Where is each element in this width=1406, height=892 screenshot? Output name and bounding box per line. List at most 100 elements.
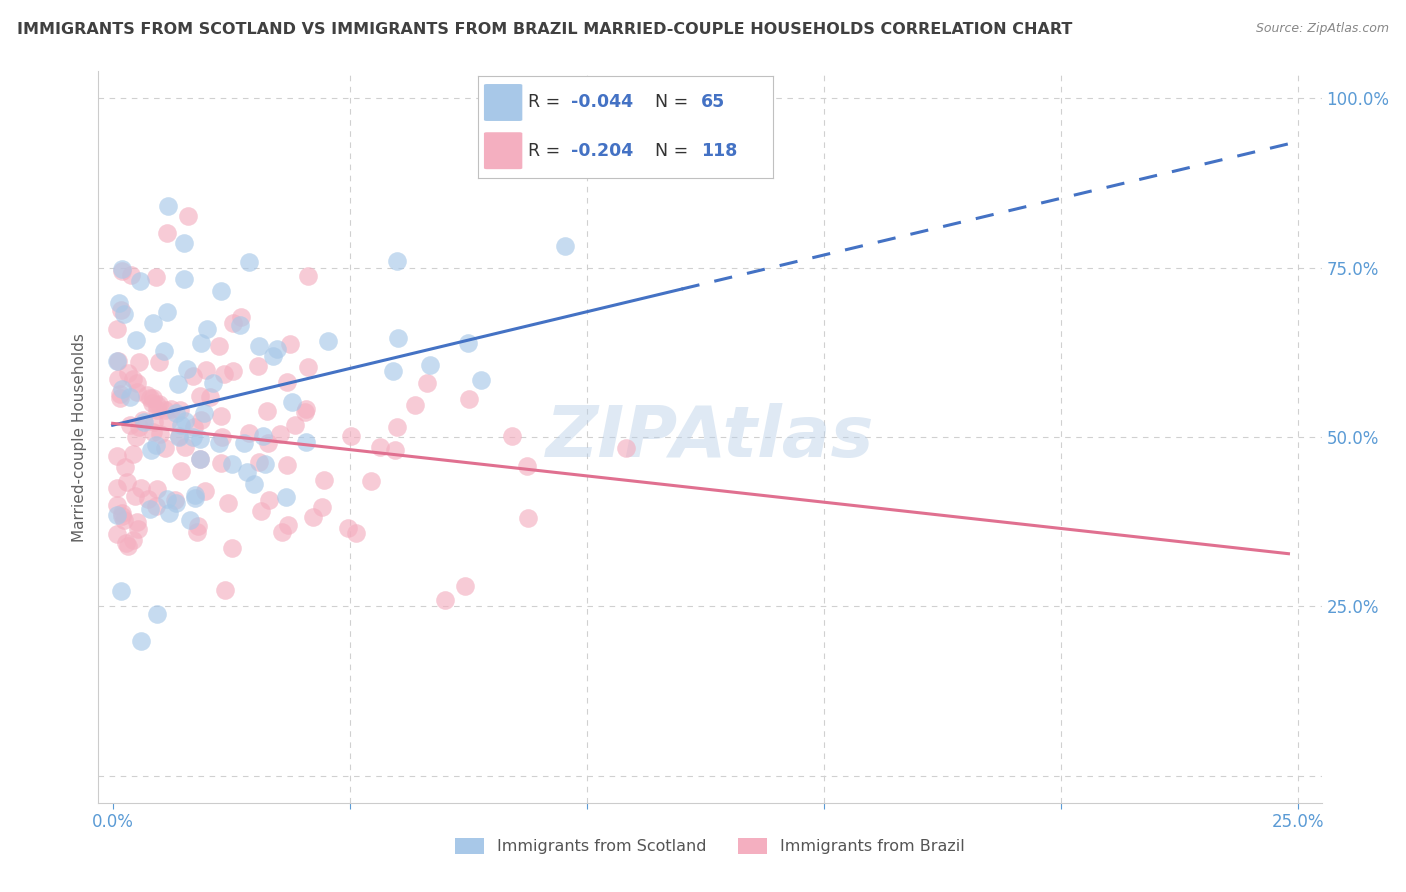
Point	[200, 390, 222, 404]
Point	[294, 405, 316, 419]
Point	[314, 474, 336, 488]
Point	[271, 524, 294, 539]
Point	[340, 429, 363, 443]
Point	[167, 430, 190, 444]
Point	[124, 489, 146, 503]
Point	[156, 491, 179, 506]
Point	[262, 349, 284, 363]
Point	[247, 339, 270, 353]
Point	[128, 354, 150, 368]
Point	[297, 359, 319, 374]
Point	[105, 322, 128, 336]
Point	[160, 402, 183, 417]
Point	[108, 391, 131, 405]
Point	[128, 274, 150, 288]
Point	[146, 403, 169, 417]
Point	[177, 209, 200, 223]
Point	[221, 541, 243, 556]
Text: R =: R =	[529, 94, 567, 112]
Point	[276, 375, 298, 389]
Point	[179, 513, 201, 527]
Point	[243, 477, 266, 491]
Point	[212, 368, 235, 382]
Point	[231, 310, 253, 324]
Point	[132, 413, 155, 427]
Point	[297, 269, 319, 284]
Point	[238, 426, 260, 441]
Point	[105, 354, 128, 368]
Point	[209, 409, 232, 424]
Point	[111, 506, 134, 520]
Point	[256, 436, 278, 450]
Point	[190, 413, 212, 427]
Point	[128, 522, 150, 536]
Point	[146, 398, 169, 412]
Point	[142, 316, 165, 330]
Point	[142, 425, 165, 440]
Point	[105, 499, 128, 513]
Point	[211, 430, 233, 444]
Point	[121, 533, 143, 547]
Point	[107, 354, 129, 368]
Point	[125, 515, 148, 529]
Point	[385, 419, 408, 434]
Point	[344, 525, 367, 540]
Point	[516, 511, 538, 525]
Point	[416, 376, 439, 390]
Text: R =: R =	[529, 142, 567, 160]
Point	[173, 235, 195, 250]
Point	[294, 402, 316, 417]
Point	[156, 305, 179, 319]
Point	[136, 491, 159, 506]
Point	[125, 334, 148, 348]
Point	[195, 363, 218, 377]
Point	[142, 415, 165, 429]
Point	[111, 263, 134, 277]
Point	[360, 475, 382, 489]
Point	[368, 440, 391, 454]
Point	[110, 387, 132, 401]
Point	[404, 398, 426, 412]
Point	[111, 509, 134, 524]
Point	[184, 488, 207, 502]
Point	[105, 481, 128, 495]
Point	[277, 518, 299, 533]
Point	[228, 318, 250, 332]
Point	[153, 402, 176, 417]
Point	[173, 440, 195, 454]
Point	[107, 372, 129, 386]
Point	[188, 389, 211, 403]
Point	[188, 452, 211, 467]
Point	[202, 376, 225, 391]
Point	[169, 403, 191, 417]
Point	[170, 418, 193, 433]
Point	[266, 342, 288, 356]
Point	[454, 579, 477, 593]
Text: 118: 118	[702, 142, 737, 160]
Point	[253, 457, 276, 471]
Point	[284, 417, 307, 432]
Point	[208, 436, 231, 450]
Text: Source: ZipAtlas.com: Source: ZipAtlas.com	[1256, 22, 1389, 36]
Point	[165, 406, 187, 420]
Point	[214, 583, 236, 598]
Point	[128, 420, 150, 434]
Point	[554, 239, 576, 253]
Point	[302, 509, 325, 524]
Point	[156, 226, 179, 240]
Point	[138, 502, 160, 516]
Point	[217, 496, 239, 510]
Point	[387, 331, 409, 345]
Point	[195, 322, 218, 336]
Point	[110, 302, 132, 317]
Point	[155, 441, 177, 455]
Point	[247, 454, 270, 468]
Point	[249, 504, 271, 518]
Point	[153, 344, 176, 359]
Point	[221, 364, 243, 378]
Point	[110, 583, 132, 598]
Point	[149, 426, 172, 441]
Point	[115, 536, 138, 550]
Point	[148, 354, 170, 368]
Point	[236, 465, 259, 479]
